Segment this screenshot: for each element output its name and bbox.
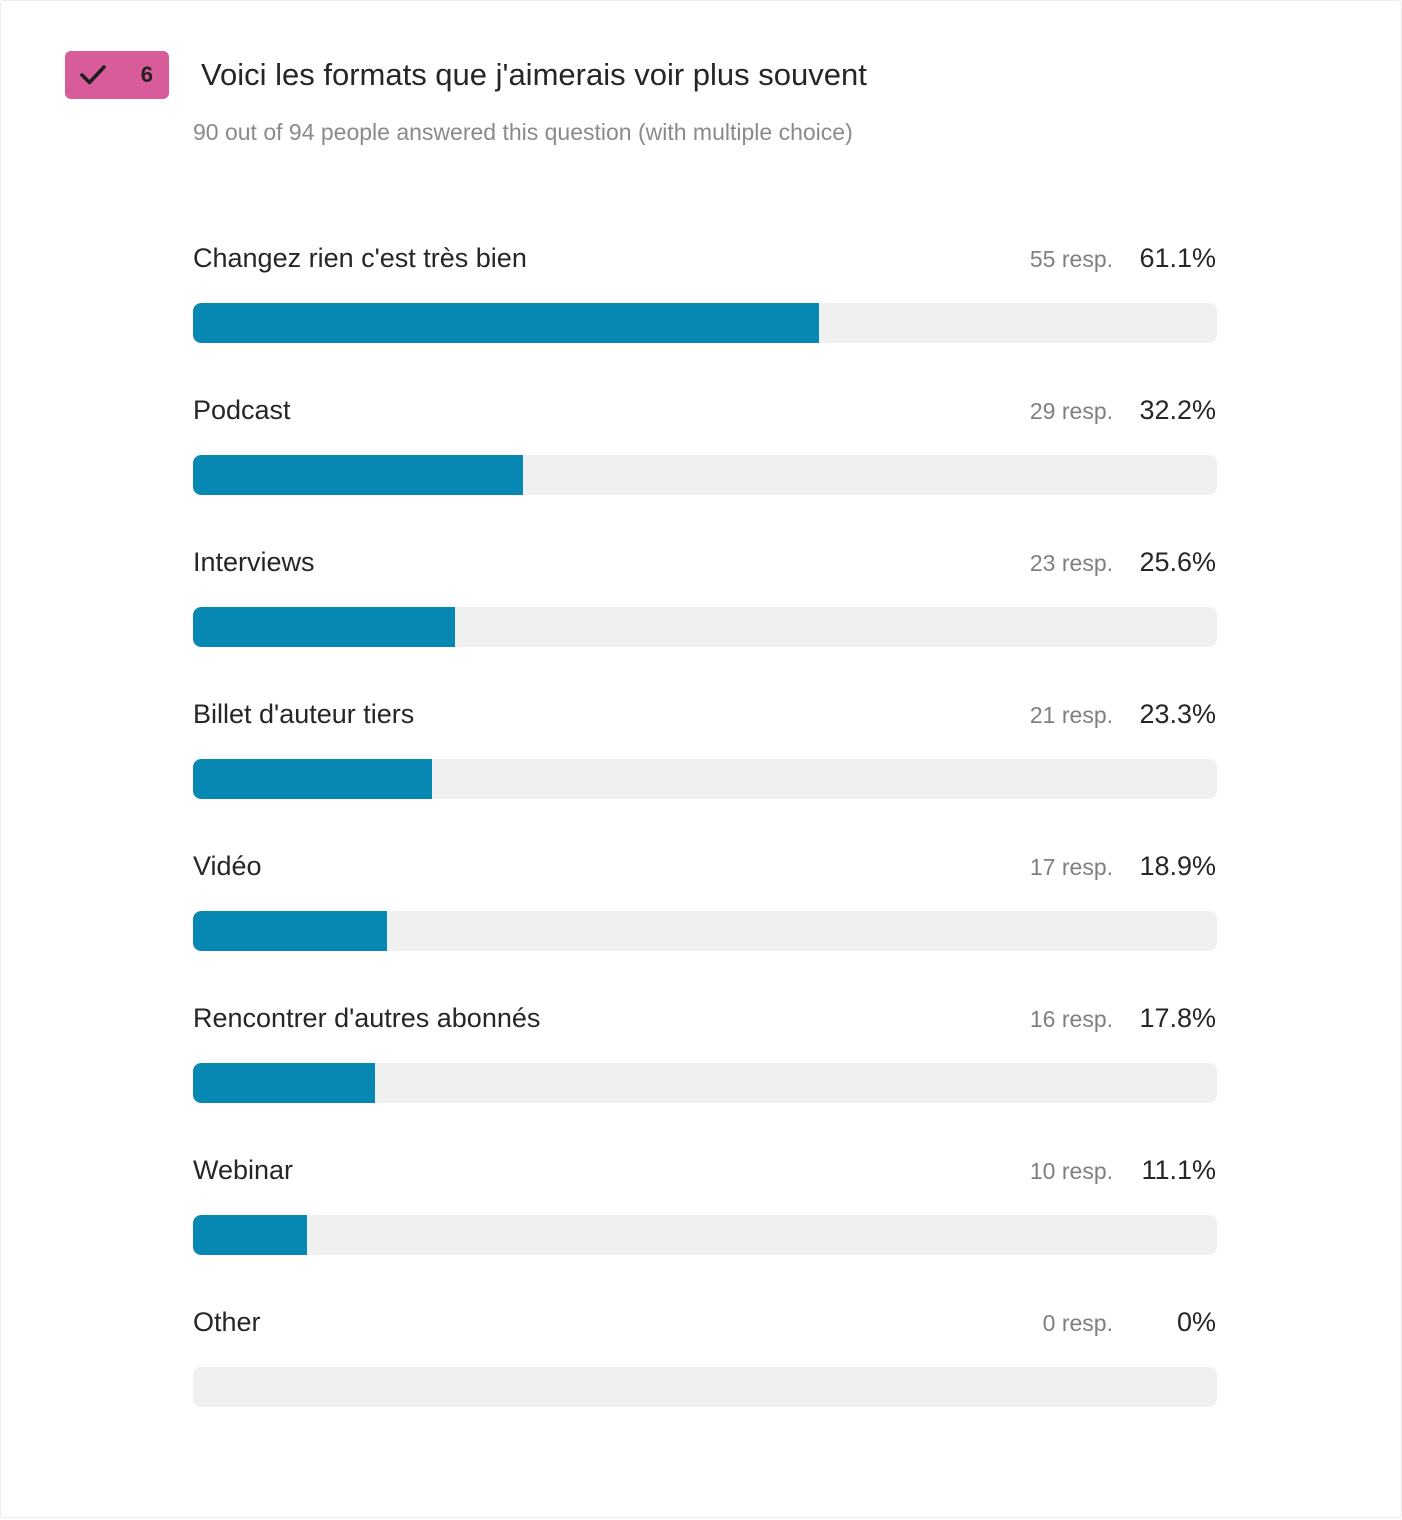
answer-row: Interviews 23 resp. 25.6% (193, 531, 1217, 683)
bar-fill (193, 1215, 307, 1255)
answer-response-count: 16 resp. (1029, 1006, 1113, 1032)
bar-fill (193, 1063, 376, 1103)
answer-response-count: 23 resp. (1029, 550, 1113, 576)
bar-track (193, 455, 1217, 495)
answer-percentage: 32.2% (1139, 395, 1216, 425)
answer-percentage: 17.8% (1139, 1003, 1216, 1033)
answer-label: Podcast (193, 395, 291, 425)
question-subtitle: 90 out of 94 people answered this questi… (193, 119, 853, 145)
bar-fill (193, 911, 387, 951)
answer-percentage: 11.1% (1141, 1155, 1216, 1185)
answer-percentage: 18.9% (1139, 851, 1216, 881)
answer-percentage: 25.6% (1139, 547, 1216, 577)
bar-track (193, 911, 1217, 951)
answer-label: Vidéo (193, 851, 262, 881)
answer-label: Other (193, 1307, 261, 1337)
answer-response-count: 29 resp. (1029, 398, 1113, 424)
answer-row: Webinar 10 resp. 11.1% (193, 1139, 1217, 1291)
answer-percentage: 23.3% (1139, 699, 1216, 729)
answer-percentage: 61.1% (1139, 243, 1216, 273)
answer-row: Rencontrer d'autres abonnés 16 resp. 17.8% (193, 987, 1217, 1139)
answer-response-count: 21 resp. (1029, 702, 1113, 728)
bar-track (193, 759, 1217, 799)
bar-track (193, 1063, 1217, 1103)
bar-track (193, 303, 1217, 343)
answer-label: Billet d'auteur tiers (193, 699, 415, 729)
question-title: Voici les formats que j'aimerais voir pl… (201, 57, 867, 92)
answer-response-count: 0 resp. (1042, 1310, 1113, 1336)
answer-percentage: 0% (1176, 1307, 1216, 1337)
bar-fill (193, 455, 523, 495)
answer-label: Interviews (193, 547, 315, 577)
check-icon (79, 64, 107, 86)
bar-fill (193, 303, 819, 343)
bar-track (193, 1215, 1217, 1255)
bar-fill (193, 759, 432, 799)
question-badge: 6 (65, 51, 169, 99)
answer-response-count: 10 resp. (1029, 1158, 1113, 1184)
answer-row: Other 0 resp. 0% (193, 1291, 1217, 1443)
answer-label: Rencontrer d'autres abonnés (193, 1003, 541, 1033)
answer-row: Podcast 29 resp. 32.2% (193, 379, 1217, 531)
answer-row: Vidéo 17 resp. 18.9% (193, 835, 1217, 987)
answer-row: Billet d'auteur tiers 21 resp. 23.3% (193, 683, 1217, 835)
answer-response-count: 55 resp. (1029, 246, 1113, 272)
answer-label: Changez rien c'est très bien (193, 243, 527, 273)
bar-fill (193, 607, 456, 647)
bar-track (193, 1367, 1217, 1407)
results-bar-chart: Changez rien c'est très bien 55 resp. 61.1… (193, 227, 1217, 1443)
answer-label: Webinar (193, 1155, 294, 1185)
answer-row: Changez rien c'est très bien 55 resp. 61.1… (193, 227, 1217, 379)
bar-track (193, 607, 1217, 647)
answer-response-count: 17 resp. (1029, 854, 1113, 880)
question-number: 6 (140, 62, 153, 87)
